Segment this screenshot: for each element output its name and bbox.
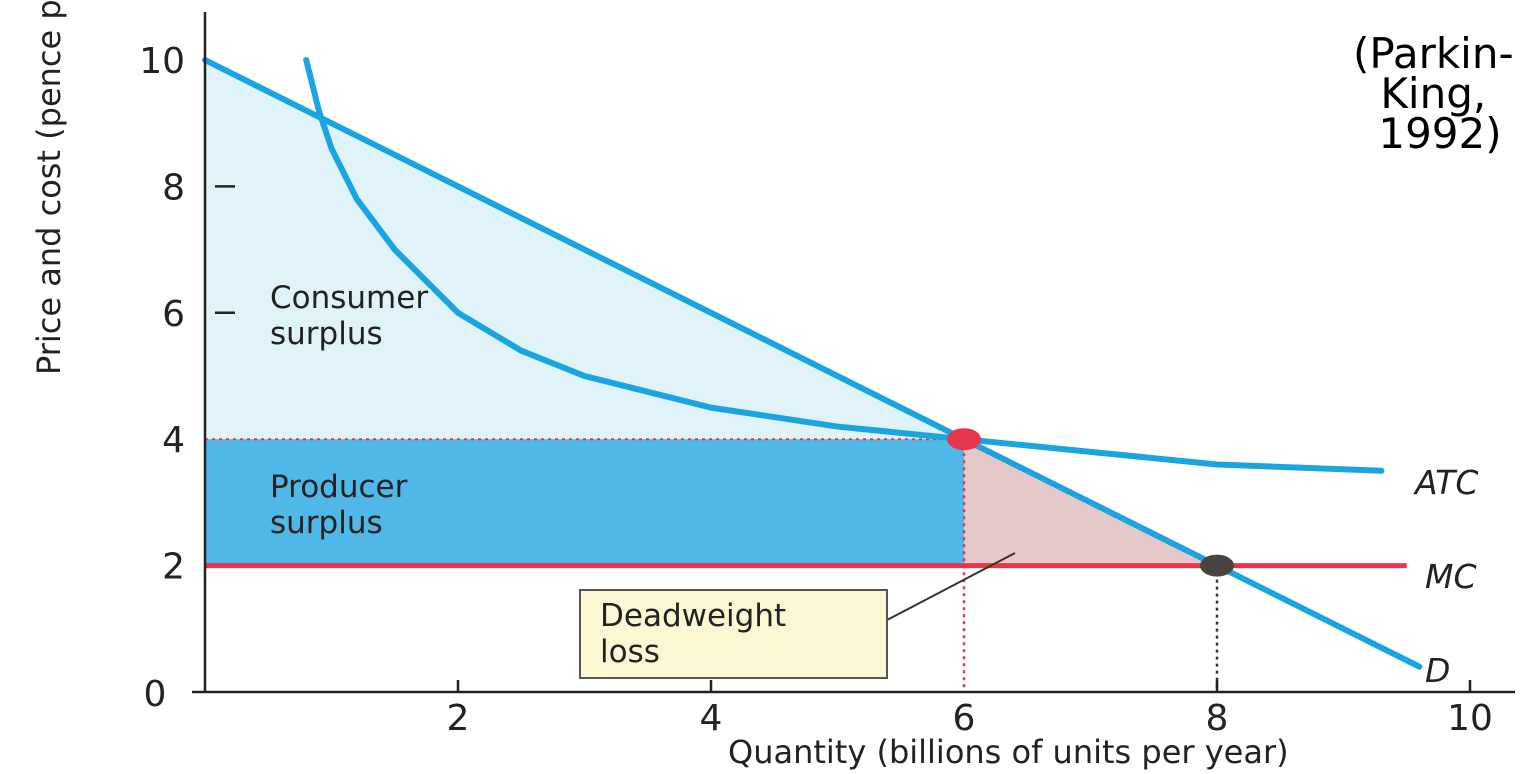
deadweight-loss-label-line-1: Deadweight — [600, 598, 786, 634]
atc-curve — [303, 57, 1385, 474]
demand-curve-label: D — [1425, 651, 1450, 690]
x-axis-title: Quantity (billions of units per year) — [728, 733, 1289, 771]
y-tick-label-8: 8 — [162, 167, 185, 208]
x-tick-label-4: 4 — [700, 698, 723, 739]
x-tick-label-8: 8 — [1206, 698, 1229, 739]
x-tick-label-6: 6 — [953, 698, 976, 739]
deadweight-callout-box — [579, 589, 888, 679]
citation-line-2: King, — [1380, 69, 1486, 118]
y-axis-title: Price and cost (pence per unit) — [30, 0, 68, 375]
consumer-surplus-label-line-1: Consumer — [270, 280, 428, 316]
citation-line-3: 1992) — [1378, 109, 1501, 158]
x-tick-label-0: 0 — [144, 674, 167, 715]
producer-surplus-label-line-1: Producer — [270, 469, 408, 505]
y-tick-label-10: 10 — [139, 41, 185, 82]
x-tick-label-2: 2 — [447, 698, 470, 739]
atc-curve-label: ATC — [1413, 463, 1478, 502]
points-layer — [947, 428, 1234, 577]
axes-layer — [192, 12, 1515, 694]
producer-surplus-label: Producer surplus — [270, 469, 417, 541]
equilibrium-point-1 — [947, 428, 981, 451]
deadweight-callout-leader — [886, 552, 1016, 621]
consumer-surplus-label-line-2: surplus — [270, 316, 383, 352]
ticks-layer: 0 2 4 6 8 10 2 4 6 8 10 — [139, 41, 1493, 739]
mc-curve-label: MC — [1425, 557, 1477, 596]
producer-surplus-region — [205, 439, 964, 566]
deadweight-loss-label: Deadweight loss — [600, 598, 796, 670]
labels-layer: Quantity (billions of units per year) Pr… — [30, 0, 1527, 771]
equilibrium-point-2 — [1200, 554, 1234, 577]
citation: (Parkin- King, 1992) — [1353, 29, 1527, 158]
y-tick-label-2: 2 — [162, 547, 185, 588]
y-tick-label-4: 4 — [162, 420, 185, 461]
deadweight-loss-label-line-2: loss — [600, 634, 660, 670]
y-tick-label-6: 6 — [162, 294, 185, 335]
x-tick-label-10: 10 — [1447, 698, 1493, 739]
consumer-surplus-label: Consumer surplus — [270, 280, 438, 352]
producer-surplus-label-line-2: surplus — [270, 505, 383, 541]
